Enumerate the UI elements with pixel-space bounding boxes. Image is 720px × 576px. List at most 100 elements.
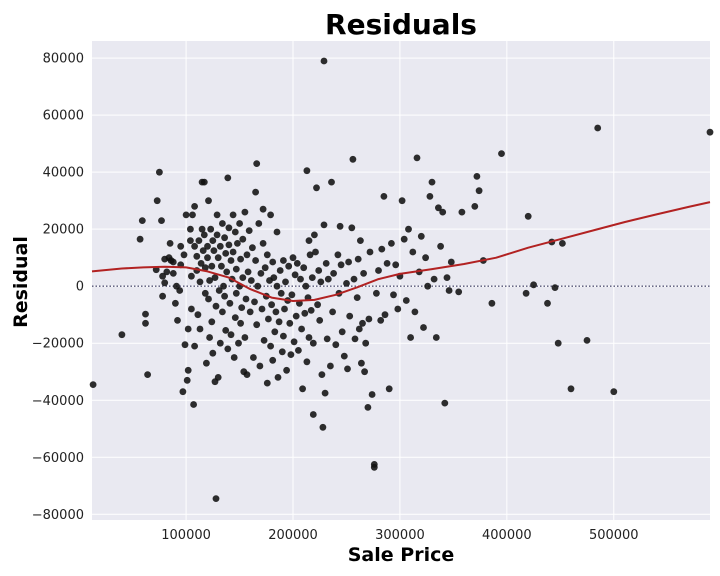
data-point (174, 317, 181, 324)
data-point (430, 275, 438, 283)
data-point (289, 254, 297, 262)
data-point (238, 304, 246, 311)
data-point (142, 310, 149, 318)
data-point (221, 292, 229, 300)
data-point (176, 287, 184, 294)
data-point (329, 308, 336, 316)
data-point (207, 225, 215, 233)
data-point (244, 268, 252, 276)
data-point (208, 262, 216, 270)
data-point (225, 241, 233, 249)
data-point (172, 299, 179, 307)
data-point (358, 359, 365, 367)
data-point (400, 235, 408, 243)
data-point (204, 242, 211, 250)
data-point (205, 295, 212, 303)
data-point (435, 204, 442, 212)
data-point (156, 168, 163, 176)
data-point (292, 312, 300, 320)
y-tick-label: 0 (76, 280, 84, 295)
data-point (205, 197, 212, 205)
data-point (252, 257, 259, 264)
data-point (355, 325, 363, 333)
data-point (315, 267, 323, 274)
data-point (286, 319, 294, 327)
data-point (184, 325, 192, 333)
data-point (201, 289, 209, 297)
data-point (196, 278, 204, 286)
data-point (118, 331, 126, 339)
data-point (305, 334, 313, 341)
plot-area (92, 41, 710, 520)
data-point (398, 197, 406, 205)
data-point (285, 262, 293, 270)
data-point (328, 178, 335, 186)
data-point (288, 291, 296, 299)
data-point (136, 235, 144, 243)
data-point (216, 242, 224, 250)
data-point (388, 240, 395, 247)
data-point (242, 295, 250, 303)
data-point (189, 211, 196, 219)
data-point (219, 220, 226, 227)
data-point (191, 342, 199, 350)
data-point (191, 242, 199, 250)
data-point (559, 240, 566, 247)
data-point (216, 339, 224, 347)
data-point (270, 274, 278, 281)
y-tick-label: −80000 (32, 508, 84, 523)
data-point (336, 222, 344, 230)
data-point (475, 187, 483, 195)
data-point (443, 274, 451, 281)
chart-title: Residuals (325, 8, 477, 41)
data-point (259, 205, 267, 213)
data-point (273, 228, 281, 236)
data-point (203, 359, 210, 367)
x-tick-labels: 100000 200000 300000 400000 500000 (161, 528, 638, 543)
data-point (237, 319, 245, 327)
data-point (182, 211, 190, 219)
y-tick-label: 80000 (43, 52, 84, 67)
data-point (297, 275, 304, 283)
data-point (409, 248, 417, 256)
data-point (323, 335, 331, 343)
data-point (583, 337, 591, 344)
y-tick-label: 60000 (43, 109, 84, 124)
x-tick-label: 500000 (589, 528, 639, 543)
data-point (183, 376, 191, 384)
data-point (206, 277, 214, 284)
data-point (706, 128, 714, 136)
data-point (314, 301, 321, 309)
data-point (394, 305, 402, 313)
data-point (184, 366, 192, 374)
data-point (432, 334, 440, 341)
data-points (89, 57, 714, 502)
data-point (224, 174, 232, 182)
data-point (299, 385, 306, 393)
data-point (309, 339, 317, 347)
data-point (428, 178, 436, 186)
data-point (361, 368, 368, 376)
data-point (594, 124, 602, 132)
data-point (161, 279, 169, 287)
data-point (319, 423, 327, 431)
data-point (337, 261, 345, 269)
data-point (340, 352, 348, 360)
data-point (447, 258, 455, 266)
data-point (224, 345, 232, 353)
data-point (445, 287, 453, 294)
data-point (287, 351, 295, 358)
data-point (231, 228, 239, 236)
data-point (187, 225, 194, 233)
data-point (245, 227, 253, 235)
data-point (362, 339, 370, 347)
data-point (159, 272, 167, 280)
data-point (274, 374, 282, 381)
data-point (346, 312, 354, 320)
data-point (300, 264, 308, 272)
data-point (241, 208, 249, 216)
data-point (324, 275, 332, 283)
x-tick-label: 300000 (375, 528, 425, 543)
data-point (368, 391, 376, 398)
data-point (227, 331, 235, 339)
